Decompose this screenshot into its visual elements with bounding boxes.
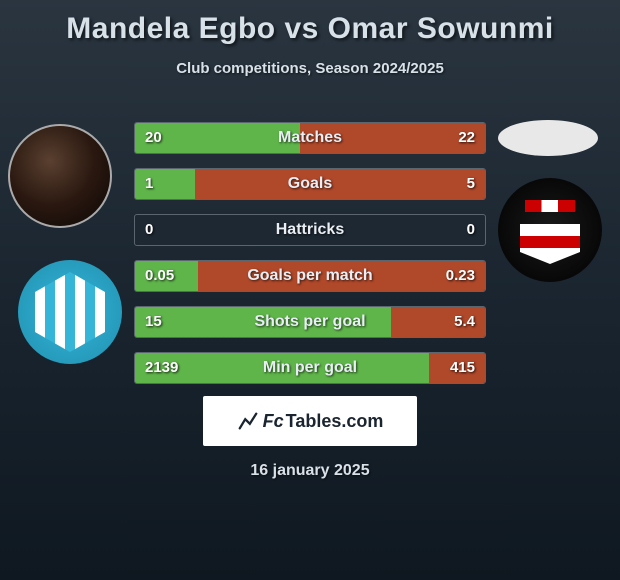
stat-value-right: 0.23	[446, 261, 475, 291]
stat-label: Hattricks	[135, 215, 485, 245]
footer-brand-text: Tables.com	[286, 411, 384, 431]
stat-row: Goals per match0.05 0.23	[134, 260, 486, 292]
stat-value-left: 20	[145, 123, 162, 153]
stat-value-left: 0.05	[145, 261, 174, 291]
stat-value-left: 15	[145, 307, 162, 337]
stat-label: Min per goal	[135, 353, 485, 383]
stat-row: Min per goal2139 415	[134, 352, 486, 384]
stat-label: Shots per goal	[135, 307, 485, 337]
stat-row: Shots per goal15 5.4	[134, 306, 486, 338]
date-label: 16 january 2025	[0, 462, 620, 480]
stat-value-right: 0	[467, 215, 475, 245]
stats-container: Matches2022Goals15Hattricks00Goals per m…	[134, 122, 486, 398]
player-right-avatar	[498, 120, 598, 156]
page-title: Mandela Egbo vs Omar Sowunmi	[0, 0, 620, 46]
stat-value-left: 1	[145, 169, 153, 199]
stat-row: Matches20 22	[134, 122, 486, 154]
chart-icon	[237, 410, 259, 432]
stat-value-left: 2139	[145, 353, 178, 383]
stat-value-right: 5.4	[454, 307, 475, 337]
footer-logo: FcTables.com	[203, 396, 417, 446]
stat-value-right: 22	[458, 123, 475, 153]
stat-label: Matches	[135, 123, 485, 153]
stat-row: Goals1 5	[134, 168, 486, 200]
stat-value-left: 0	[145, 215, 153, 245]
club-right-badge	[498, 178, 602, 282]
stat-row: Hattricks0 0	[134, 214, 486, 246]
player-left-avatar	[8, 124, 112, 228]
stat-value-right: 5	[467, 169, 475, 199]
club-left-badge	[18, 260, 122, 364]
stat-label: Goals	[135, 169, 485, 199]
subtitle: Club competitions, Season 2024/2025	[0, 60, 620, 77]
stat-label: Goals per match	[135, 261, 485, 291]
stat-value-right: 415	[450, 353, 475, 383]
